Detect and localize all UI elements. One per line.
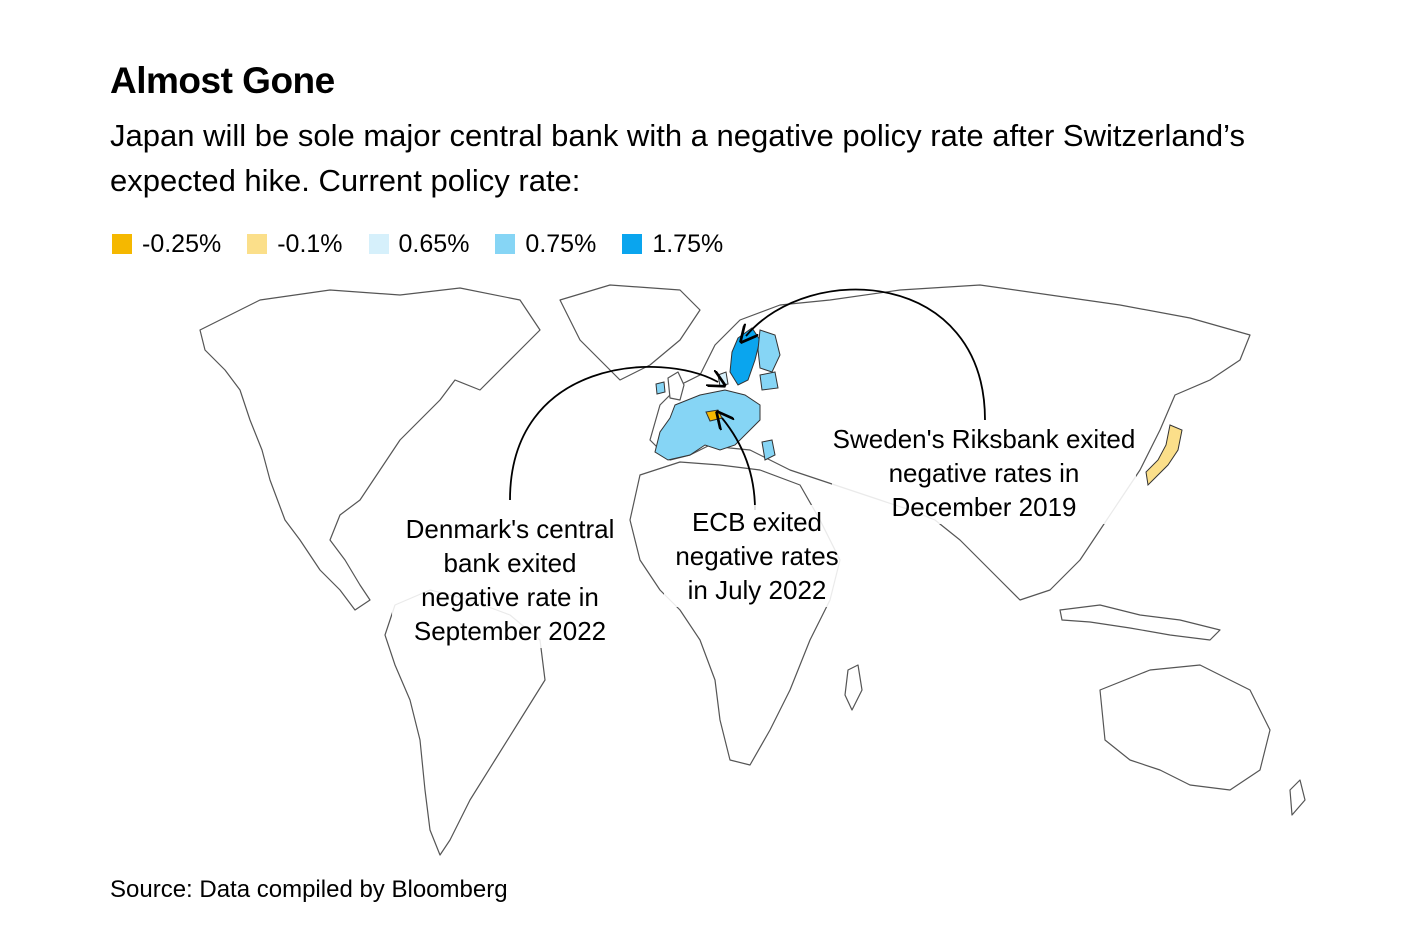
country-ireland [655, 381, 666, 395]
country-finland [757, 329, 781, 373]
legend-swatch [112, 234, 132, 254]
source-note: Source: Data compiled by Bloomberg [110, 876, 508, 903]
country-denmark [717, 371, 729, 387]
chart-subtitle: Japan will be sole major central bank wi… [110, 118, 1245, 198]
arrow-denmark [509, 366, 718, 501]
legend-swatch [368, 234, 389, 254]
country-greece [761, 439, 776, 461]
legend-item-175: 1.75% [622, 230, 723, 259]
australia-landmass [1099, 664, 1271, 791]
arrow-sweden [746, 288, 986, 421]
legend-label: 0.65% [398, 229, 470, 258]
legend-label: 0.75% [525, 229, 597, 258]
arrow-ecb [722, 418, 756, 511]
legend-swatch [622, 234, 643, 254]
chart-title: Almost Gone [110, 60, 335, 101]
legend: -0.25% -0.1% 0.65% 0.75% 1.75% [112, 226, 749, 262]
legend-item-neg025: -0.25% [112, 230, 221, 259]
country-baltics [759, 371, 779, 391]
madagascar-landmass [844, 664, 863, 711]
legend-item-075: 0.75% [495, 230, 596, 259]
country-euro-area [654, 389, 761, 461]
annotation-ecb: ECB exited negative rates in July 2022 [664, 505, 850, 607]
legend-swatch [247, 234, 268, 254]
indonesia-landmass [1059, 604, 1221, 641]
legend-item-neg01: -0.1% [247, 229, 343, 259]
annotation-denmark: Denmark's central bank exited negative r… [392, 512, 628, 648]
annotation-sweden: Sweden's Riksbank exited negative rates … [832, 422, 1136, 524]
new-zealand-landmass [1289, 779, 1306, 816]
country-japan [1145, 424, 1183, 487]
legend-label: -0.25% [142, 229, 222, 258]
legend-item-065: 0.65% [368, 229, 470, 259]
legend-swatch [495, 234, 516, 254]
legend-label: 1.75% [652, 229, 724, 258]
greenland-landmass [559, 284, 701, 381]
legend-label: -0.1% [277, 229, 343, 258]
north-america-landmass [199, 287, 541, 611]
uk-landmass [667, 371, 685, 401]
